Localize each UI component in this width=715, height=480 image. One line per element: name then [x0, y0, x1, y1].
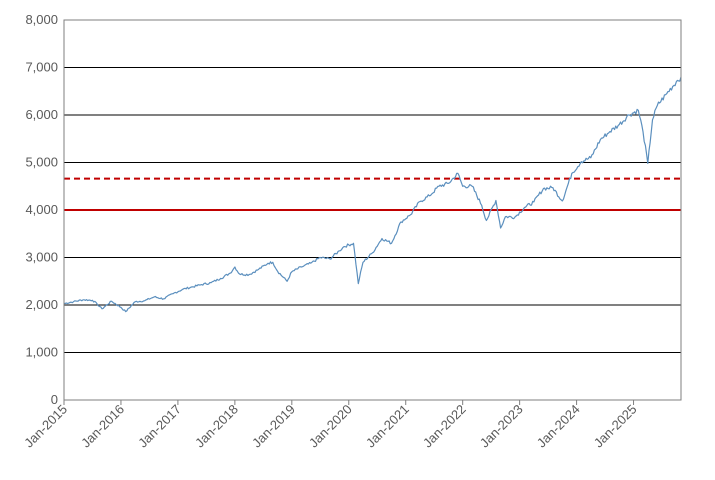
- x-tick-label: Jan-2019: [249, 402, 298, 451]
- y-tick-label: 4,000: [25, 202, 58, 217]
- x-tick-label: Jan-2016: [78, 402, 127, 451]
- y-tick-label: 3,000: [25, 250, 58, 265]
- x-tick-label: Jan-2022: [420, 402, 469, 451]
- x-axis: Jan-2015 Jan-2016 Jan-2017 Jan-2018 Jan-2019…: [21, 400, 640, 451]
- y-tick-label: 6,000: [25, 107, 58, 122]
- reference-lines: [64, 177, 681, 211]
- plot-frame: [63, 19, 682, 401]
- y-tick-label: 5,000: [25, 155, 58, 170]
- x-tick-label: Jan-2017: [135, 402, 184, 451]
- x-tick-label: Jan-2024: [534, 402, 583, 451]
- y-tick-label: 0: [51, 392, 58, 407]
- y-tick-label: 2,000: [25, 297, 58, 312]
- series-line: [63, 76, 682, 313]
- x-tick-label: Jan-2020: [306, 402, 355, 451]
- x-tick-label: Jan-2023: [477, 402, 526, 451]
- y-axis: 0 1,000 2,000 3,000 4,000 5,000 6,000 7,000 8,00…: [25, 12, 58, 407]
- y-tick-label: 8,000: [25, 12, 58, 27]
- x-tick-label: Jan-2021: [363, 402, 412, 451]
- x-tick-label: Jan-2015: [21, 402, 70, 451]
- y-tick-label: 1,000: [25, 345, 58, 360]
- series-group: [63, 76, 682, 313]
- x-tick-label: Jan-2025: [591, 402, 640, 451]
- y-tick-label: 7,000: [25, 60, 58, 75]
- x-tick-label: Jan-2018: [192, 402, 241, 451]
